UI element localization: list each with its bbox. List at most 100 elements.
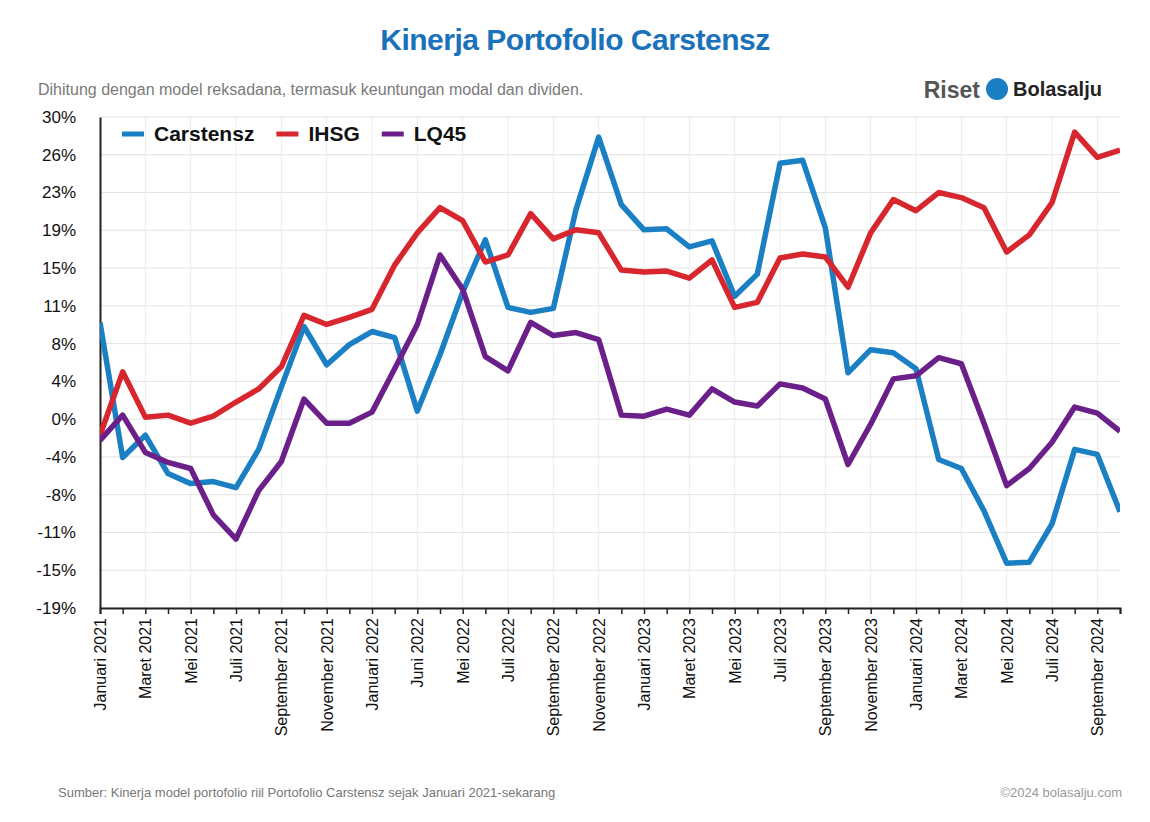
x-tick [349, 608, 350, 614]
y-tick-label: 26% [42, 146, 76, 165]
grid-line-y [100, 192, 1120, 193]
x-tick-mark [213, 608, 215, 614]
x-tick [848, 608, 849, 614]
legend-item: Carstensz [122, 122, 254, 145]
y-tick-label: 19% [42, 221, 76, 240]
chart: Kinerja Portofolio Carstensz Dihitung den… [0, 0, 1150, 822]
x-tick-mark [1006, 608, 1008, 614]
x-tick-label: Januari 2024 [908, 618, 925, 711]
x-tick [712, 608, 713, 614]
x-tick: September 2023 [817, 608, 834, 736]
x-tick [1075, 608, 1076, 614]
x-tick [803, 608, 804, 614]
x-tick-label: November 2023 [863, 618, 880, 732]
legend-label: LQ45 [414, 122, 467, 145]
y-tick: -11% [38, 523, 100, 542]
grid-line-x [644, 117, 645, 608]
title: Kinerja Portofolio Carstensz [380, 23, 769, 56]
x-tick-mark [394, 608, 396, 614]
x-tick: Maret 2023 [681, 608, 698, 699]
x-tick-mark [780, 608, 782, 614]
grid-line-x [1052, 117, 1053, 608]
x-tick-mark [145, 608, 147, 614]
grid-line-x [734, 117, 735, 608]
x-tick-label: Juli 2021 [228, 618, 245, 682]
x-tick [123, 608, 124, 614]
x-tick [1029, 608, 1030, 614]
grid-line-x [462, 117, 463, 608]
x-tick: Januari 2022 [364, 608, 381, 711]
legend-item: LQ45 [382, 122, 467, 145]
subtitle: Dihitung dengan model reksadana, termasu… [38, 81, 583, 98]
y-tick: 11% [43, 297, 100, 316]
logo-icon [986, 78, 1008, 100]
y-tick-label: -19% [36, 599, 76, 618]
y-tick-label: 23% [42, 183, 76, 202]
y-tick: -8% [46, 486, 100, 505]
y-tick: 0% [51, 410, 100, 429]
x-tick-mark [802, 608, 804, 614]
grid-line-x [870, 117, 871, 608]
y-tick-label: -4% [46, 448, 76, 467]
x-tick: Maret 2024 [953, 608, 970, 699]
x-tick-mark [100, 608, 102, 614]
grid-line-y [100, 230, 1120, 231]
x-tick-label: September 2022 [545, 618, 562, 736]
x-tick: Juli 2022 [500, 608, 517, 682]
x-tick-label: Juli 2024 [1044, 618, 1061, 682]
grid-line-x [825, 117, 826, 608]
y-tick-label: 8% [51, 335, 76, 354]
x-tick-label: Januari 2022 [364, 618, 381, 711]
x-tick [893, 608, 894, 614]
y-tick: 4% [51, 372, 100, 391]
legend: Carstensz IHSG LQ45 [122, 122, 467, 145]
grid-line-x [1006, 117, 1007, 608]
x-tick [259, 608, 260, 614]
x-tick-mark [508, 608, 510, 614]
grid-line-y [100, 154, 1120, 155]
x-tick: Mei 2024 [999, 608, 1016, 684]
x-tick [395, 608, 396, 614]
x-tick-label: Juli 2023 [772, 618, 789, 682]
x-tick [621, 608, 622, 614]
x-tick-mark [326, 608, 328, 614]
x-tick-mark [372, 608, 374, 614]
x-axis-line [101, 609, 1121, 615]
grid-line-y [100, 570, 1120, 571]
x-tick-label: Mei 2021 [183, 618, 200, 684]
x-tick-mark [961, 608, 963, 614]
x-tick-label: September 2024 [1089, 618, 1106, 736]
x-tick [304, 608, 305, 614]
grid-line-y [100, 494, 1120, 495]
grid-line-x [190, 117, 191, 608]
x-tick-mark [1097, 608, 1099, 614]
x-tick-mark [553, 608, 555, 614]
x-tick: Mei 2023 [727, 608, 744, 684]
x-tick-mark [190, 608, 192, 614]
x-tick: Mei 2022 [455, 608, 472, 684]
x-tick: Juli 2024 [1044, 608, 1061, 682]
x-tick-mark [417, 608, 419, 614]
x-tick: November 2022 [591, 608, 608, 732]
x-tick-label: Mei 2024 [999, 618, 1016, 684]
x-tick: November 2023 [863, 608, 880, 732]
x-tick-label: Maret 2024 [953, 618, 970, 699]
series-line [100, 255, 1120, 539]
x-tick-mark [122, 608, 124, 614]
grid-line-x [598, 117, 599, 608]
y-tick: -15% [36, 561, 100, 580]
y-tick-label: 4% [51, 372, 76, 391]
legend-item: IHSG [276, 122, 359, 145]
grid-line-x [417, 117, 418, 608]
x-tick-mark [916, 608, 918, 614]
y-tick-label: 15% [42, 259, 76, 278]
y-tick-label: -15% [36, 561, 76, 580]
y-tick: 30% [42, 108, 100, 127]
lines [100, 132, 1120, 563]
grid-line-x [145, 117, 146, 608]
x-tick [531, 608, 532, 614]
x-tick [939, 608, 940, 614]
x-tick [168, 608, 169, 614]
legend-swatch [122, 132, 144, 137]
x-tick-mark [757, 608, 759, 614]
